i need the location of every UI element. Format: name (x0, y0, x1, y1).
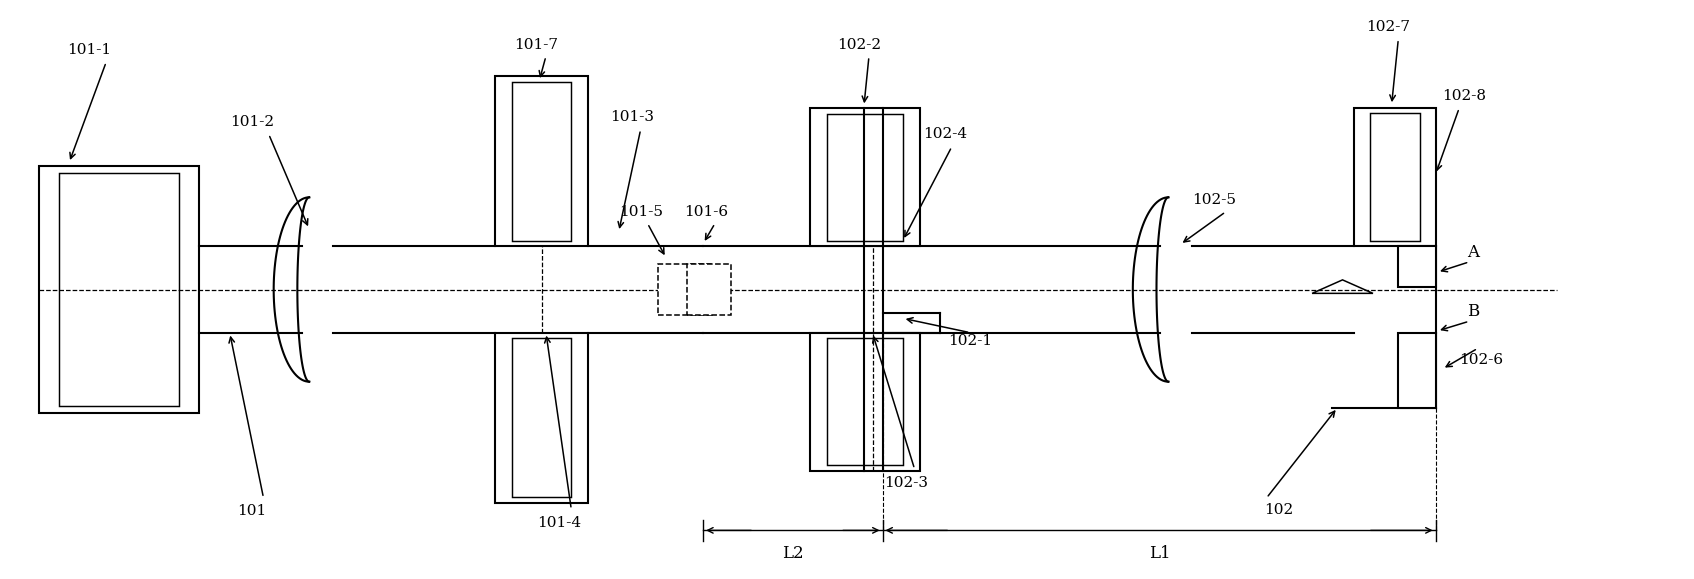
Text: 102-2: 102-2 (837, 38, 881, 52)
Text: 101-4: 101-4 (537, 516, 581, 530)
Bar (512, 339, 571, 497)
Text: 101: 101 (237, 504, 266, 518)
Text: B: B (1467, 303, 1479, 320)
Bar (1398, 333, 1435, 408)
Text: 102-1: 102-1 (949, 334, 993, 349)
Text: 102-6: 102-6 (1459, 353, 1503, 367)
Bar (1398, 246, 1435, 287)
Bar (1369, 113, 1420, 241)
Text: 102-7: 102-7 (1365, 20, 1409, 34)
Text: L1: L1 (1149, 545, 1171, 562)
Text: 102-5: 102-5 (1193, 193, 1237, 207)
Bar (657, 263, 711, 316)
Bar (688, 263, 730, 316)
Text: 101-2: 101-2 (230, 115, 274, 129)
Bar (827, 113, 903, 240)
Text: 101-5: 101-5 (618, 205, 662, 219)
Bar (827, 339, 903, 466)
Text: 101-7: 101-7 (513, 38, 557, 52)
Text: 101-6: 101-6 (684, 205, 728, 219)
Text: 102: 102 (1264, 503, 1293, 516)
Bar (810, 333, 920, 471)
Bar (810, 108, 920, 246)
Text: 101-1: 101-1 (68, 43, 112, 57)
Text: A: A (1467, 244, 1479, 261)
Text: 102-4: 102-4 (923, 127, 967, 141)
Bar (495, 76, 588, 246)
Text: 101-3: 101-3 (610, 109, 654, 124)
Bar (59, 173, 180, 406)
Bar (495, 333, 588, 503)
Bar (512, 82, 571, 240)
Text: 102-8: 102-8 (1442, 90, 1486, 104)
Text: 102-3: 102-3 (884, 475, 928, 489)
Bar (1355, 108, 1435, 246)
Bar (39, 166, 200, 413)
Text: L2: L2 (783, 545, 803, 562)
